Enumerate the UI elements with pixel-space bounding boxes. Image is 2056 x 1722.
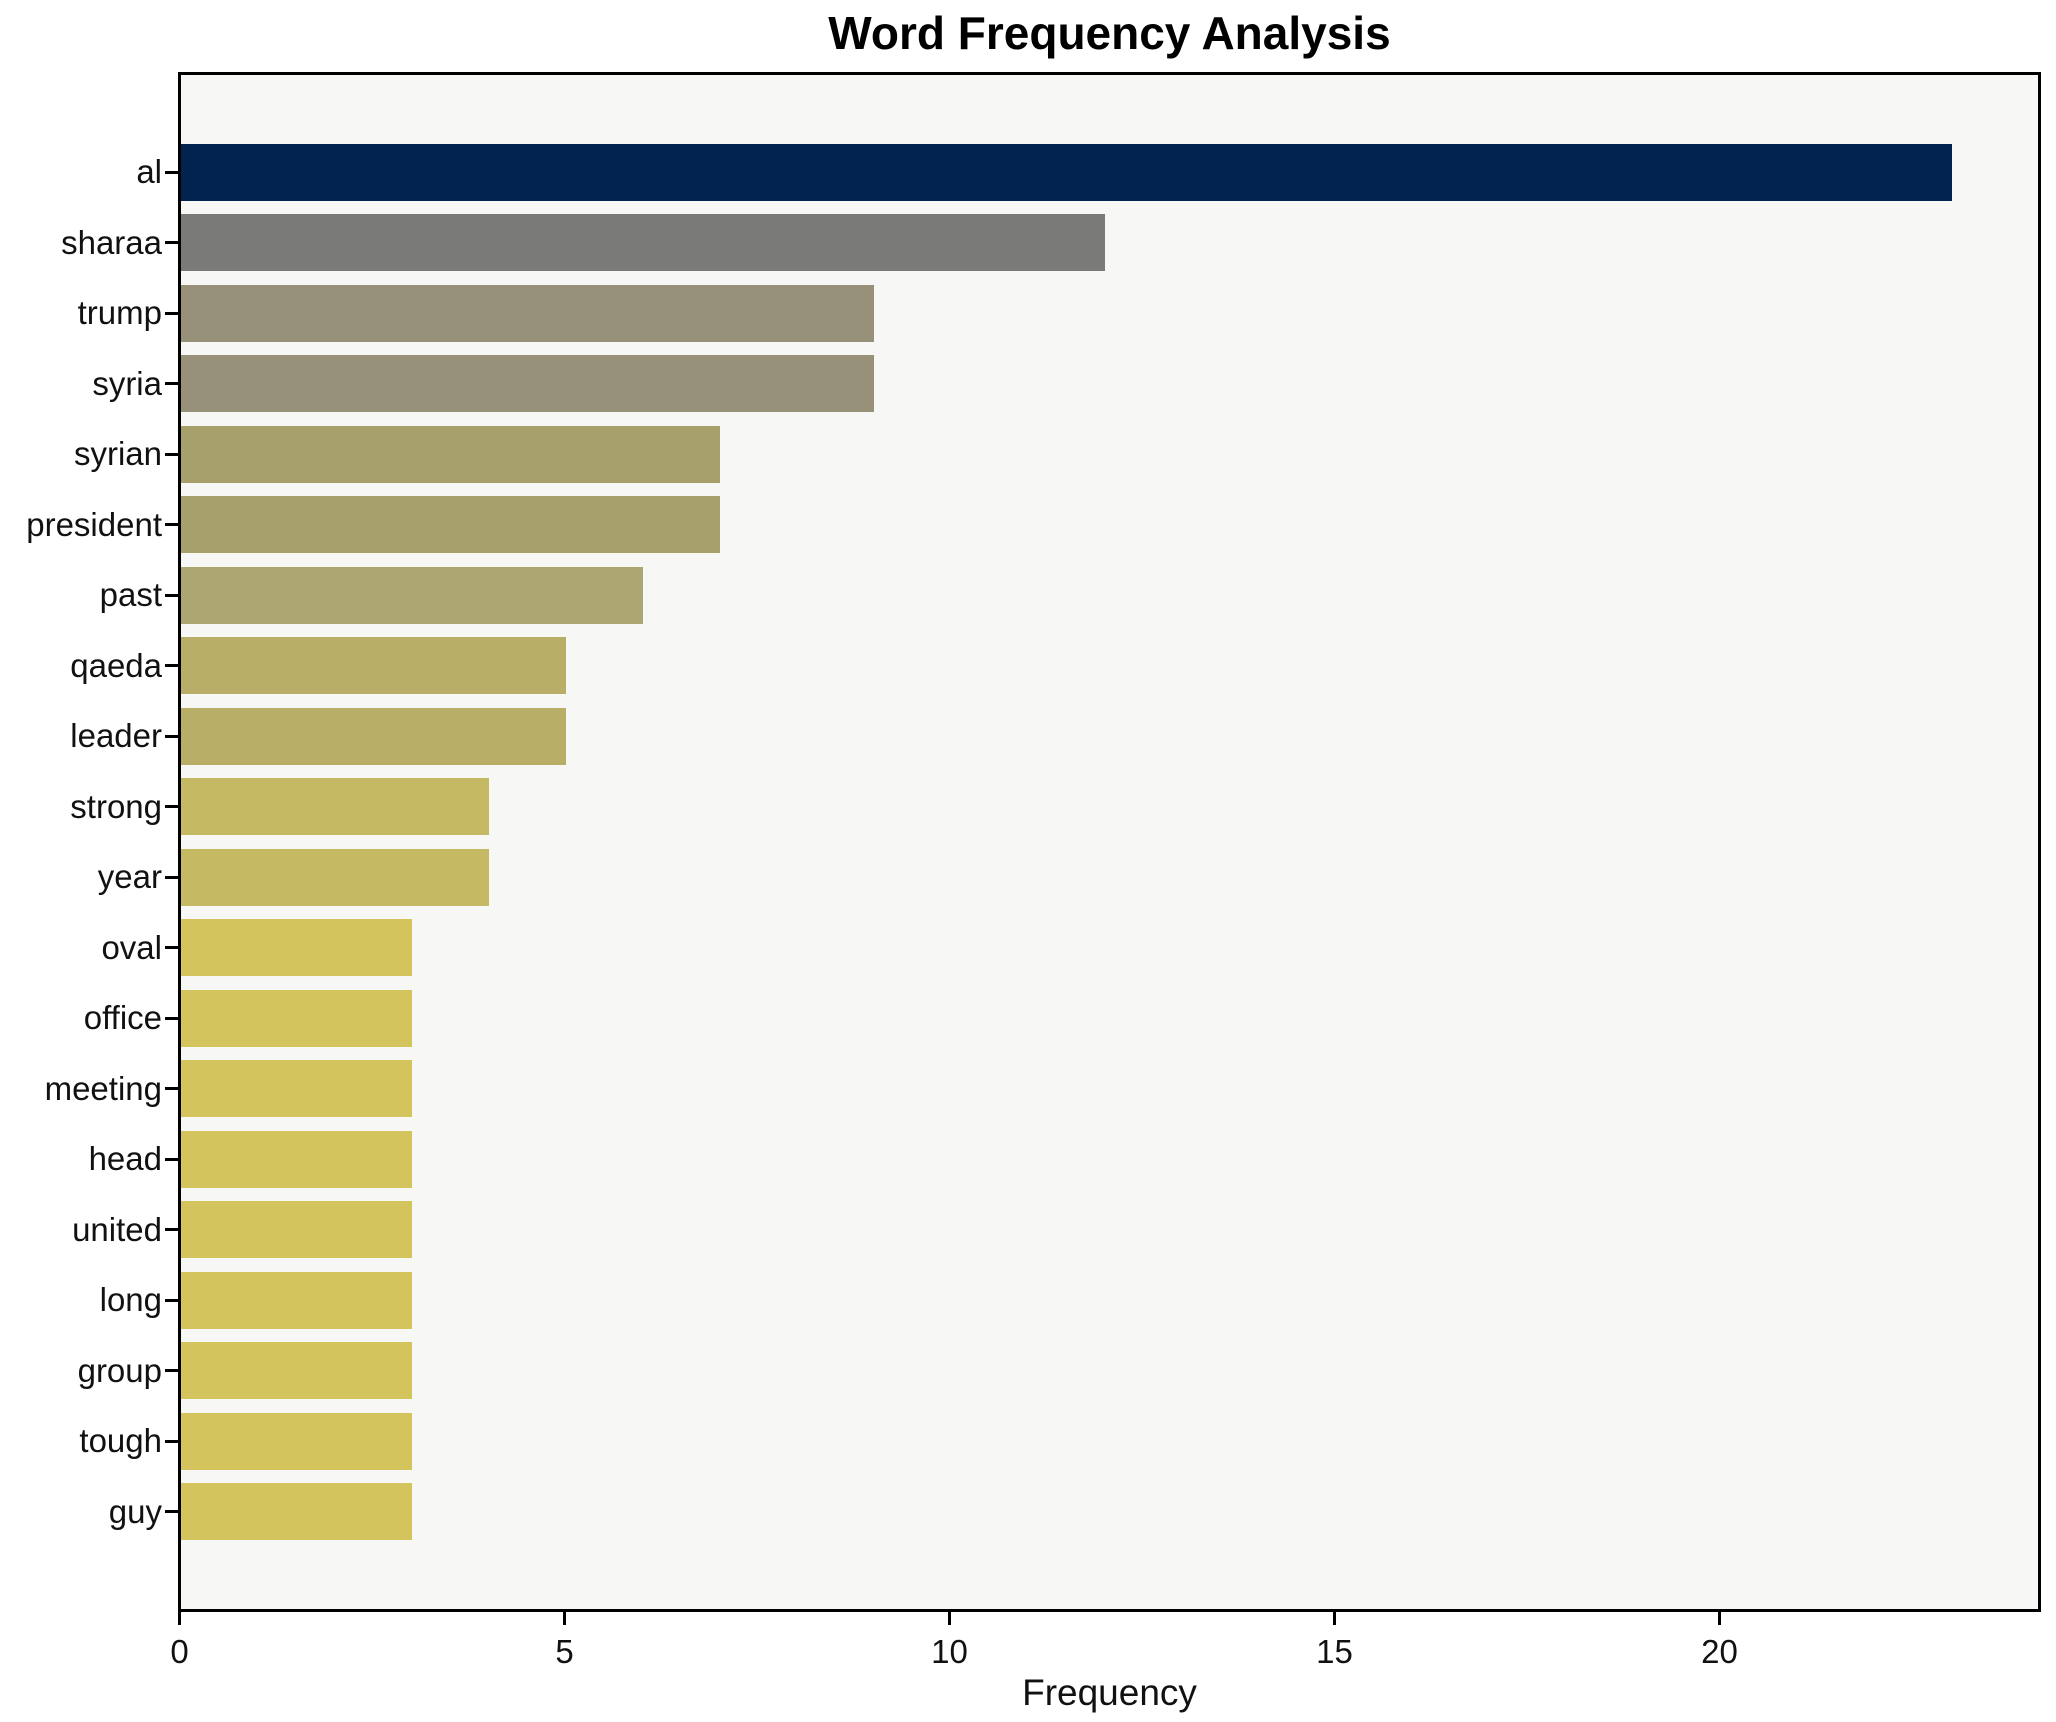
y-tick-label-al: al	[136, 153, 162, 190]
y-tick-mark	[165, 382, 178, 385]
bar-tough	[181, 1412, 412, 1470]
x-tick-label-5: 5	[555, 1633, 574, 1670]
x-tick-label-15: 15	[1316, 1633, 1353, 1670]
bar-president	[181, 496, 720, 553]
bar-oval	[181, 919, 412, 976]
y-tick-label-trump: trump	[77, 294, 162, 331]
y-tick-mark	[165, 452, 178, 456]
bar-leader	[181, 707, 566, 765]
y-tick-label-office: office	[83, 999, 162, 1036]
bar-strong	[181, 778, 489, 835]
x-tick-mark	[948, 1612, 951, 1625]
y-tick-label-sharaa: sharaa	[61, 223, 162, 261]
x-tick-label-20: 20	[1701, 1633, 1738, 1670]
y-tick-mark	[165, 170, 178, 174]
y-tick-label-qaeda: qaeda	[70, 646, 162, 684]
y-tick-label-guy: guy	[108, 1492, 162, 1530]
y-tick-mark	[165, 805, 178, 808]
bar-year	[181, 848, 489, 906]
y-tick-mark	[165, 1016, 178, 1020]
x-axis-label: Frequency	[1022, 1672, 1197, 1713]
y-tick-mark	[165, 1157, 178, 1161]
x-tick-mark	[1718, 1612, 1721, 1625]
bar-united	[181, 1201, 412, 1258]
y-tick-mark	[165, 1439, 178, 1443]
x-tick-label-10: 10	[931, 1633, 968, 1670]
y-tick-label-leader: leader	[70, 717, 162, 754]
bar-syria	[181, 355, 874, 412]
bar-sharaa	[181, 214, 1105, 271]
y-tick-label-past: past	[99, 576, 162, 613]
y-tick-label-group: group	[77, 1351, 162, 1389]
bar-guy	[181, 1483, 412, 1540]
y-tick-label-united: united	[72, 1210, 162, 1248]
y-tick-label-oval: oval	[101, 928, 162, 966]
y-tick-mark	[165, 241, 178, 244]
bar-qaeda	[181, 637, 566, 694]
bar-past	[181, 566, 643, 624]
y-tick-label-syrian: syrian	[73, 435, 162, 472]
y-tick-mark	[165, 1228, 178, 1231]
y-tick-mark	[165, 311, 178, 315]
y-tick-mark	[165, 593, 178, 597]
y-tick-mark	[165, 946, 178, 949]
y-tick-mark	[165, 1087, 178, 1090]
chart-title: Word Frequency Analysis	[828, 7, 1391, 59]
bar-office	[181, 989, 412, 1047]
bar-long	[181, 1271, 412, 1329]
y-tick-mark	[165, 523, 178, 526]
x-tick-mark	[1333, 1612, 1336, 1625]
y-tick-label-year: year	[97, 858, 162, 895]
bar-head	[181, 1130, 412, 1188]
y-tick-label-president: president	[26, 505, 162, 543]
y-tick-mark	[165, 1510, 178, 1513]
x-tick-mark	[563, 1612, 566, 1625]
x-tick-label-0: 0	[170, 1633, 189, 1670]
y-tick-mark	[165, 1369, 178, 1372]
y-tick-mark	[165, 875, 178, 879]
bar-meeting	[181, 1060, 412, 1117]
y-tick-mark	[165, 1298, 178, 1302]
y-tick-label-strong: strong	[70, 787, 162, 825]
bar-trump	[181, 284, 874, 342]
x-tick-mark	[178, 1612, 181, 1625]
y-tick-mark	[165, 664, 178, 667]
y-tick-label-tough: tough	[79, 1422, 162, 1459]
y-tick-label-meeting: meeting	[44, 1069, 162, 1107]
bar-syrian	[181, 425, 720, 483]
bar-al	[181, 143, 1952, 201]
y-tick-mark	[165, 734, 178, 738]
y-tick-label-long: long	[99, 1281, 162, 1318]
y-tick-label-head: head	[88, 1140, 162, 1177]
y-tick-label-syria: syria	[92, 364, 162, 402]
bar-group	[181, 1342, 412, 1399]
